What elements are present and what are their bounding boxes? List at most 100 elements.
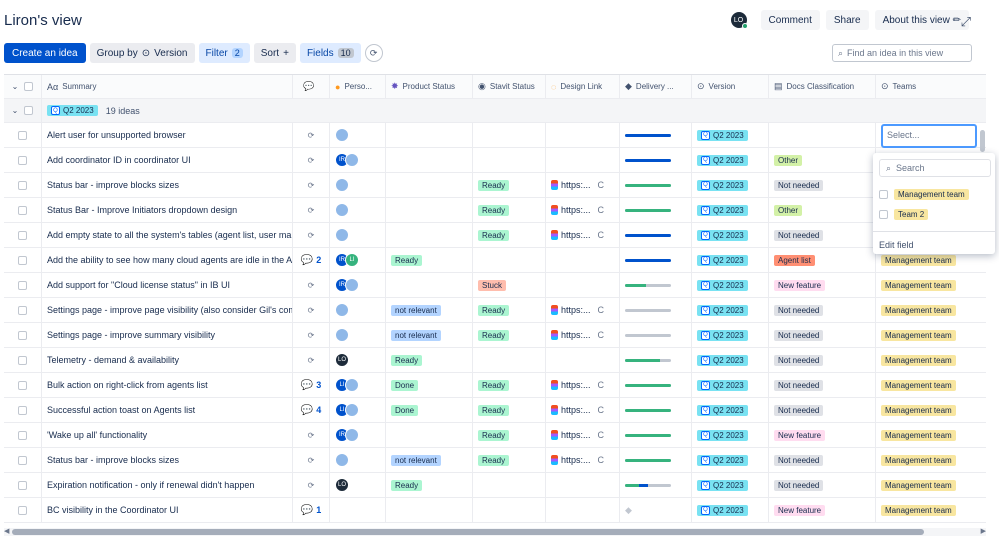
design-link-cell[interactable]: https:... C	[546, 448, 620, 472]
comments-cell[interactable]: ⟳	[293, 298, 330, 322]
comments-cell[interactable]: 💬 2	[293, 248, 330, 272]
add-comment-icon[interactable]: ⟳	[307, 480, 315, 490]
people-cell[interactable]: LO	[330, 348, 386, 372]
version-cell[interactable]: Q Q2 2023	[692, 223, 769, 247]
row-checkbox[interactable]	[18, 130, 27, 140]
product-status-cell[interactable]: not relevant	[386, 448, 473, 472]
docs-classification-cell[interactable]: Not needed	[769, 173, 876, 197]
stavit-status-cell[interactable]: Ready	[473, 223, 546, 247]
summary-cell[interactable]: Status bar - improve blocks sizes	[42, 448, 293, 472]
summary-cell[interactable]: Alert user for unsupported browser	[42, 123, 293, 147]
column-delivery[interactable]: ◆ Delivery ...	[620, 75, 692, 98]
delivery-cell[interactable]	[620, 473, 692, 497]
idea-summary[interactable]: Status bar - improve blocks sizes	[47, 180, 180, 190]
add-comment-icon[interactable]: ⟳	[307, 130, 315, 140]
share-button[interactable]: Share	[825, 10, 869, 30]
docs-classification-cell[interactable]: Not needed	[769, 473, 876, 497]
idea-summary[interactable]: Bulk action on right-click from agents l…	[47, 380, 208, 390]
teams-cell[interactable]: Management team	[876, 323, 986, 347]
stavit-status-cell[interactable]: Ready	[473, 173, 546, 197]
comment-count[interactable]: 💬 4	[301, 405, 321, 416]
design-link[interactable]: https:... C	[551, 380, 604, 390]
docs-classification-cell[interactable]: New feature	[769, 273, 876, 297]
idea-summary[interactable]: Add coordinator ID in coordinator UI	[47, 155, 191, 165]
scroll-left-icon[interactable]: ◀	[4, 528, 10, 535]
row-checkbox[interactable]	[18, 180, 27, 190]
delivery-cell[interactable]	[620, 123, 692, 147]
stavit-status-cell[interactable]: Ready	[473, 298, 546, 322]
stavit-status-cell[interactable]: Stuck	[473, 273, 546, 297]
add-comment-icon[interactable]: ⟳	[307, 155, 315, 165]
teams-cell[interactable]: Management team	[876, 398, 986, 422]
product-status-cell[interactable]	[386, 423, 473, 447]
table-row[interactable]: Expiration notification - only if renewa…	[4, 473, 986, 498]
dropdown-option[interactable]: Team 2	[879, 207, 989, 221]
docs-classification-cell[interactable]: Not needed	[769, 323, 876, 347]
user-avatar[interactable]: LO	[730, 12, 748, 29]
table-row[interactable]: Bulk action on right-click from agents l…	[4, 373, 986, 398]
dropdown-search-input[interactable]: ⌕ Search	[879, 159, 991, 177]
group-row[interactable]: ⌄ Q Q2 2023 19 ideas	[4, 99, 986, 123]
delivery-cell[interactable]	[620, 198, 692, 222]
people-cell[interactable]: LO	[330, 473, 386, 497]
column-stavit-status[interactable]: ◉ Stavit Status	[473, 75, 546, 98]
stavit-status-cell[interactable]	[473, 148, 546, 172]
teams-cell[interactable]: Management team	[876, 498, 986, 522]
design-link[interactable]: https:... C	[551, 305, 604, 315]
people-cell[interactable]: IR	[330, 273, 386, 297]
idea-summary[interactable]: BC visibility in the Coordinator UI	[47, 505, 179, 515]
add-comment-icon[interactable]: ⟳	[307, 355, 315, 365]
summary-cell[interactable]: Settings page - improve page visibility …	[42, 298, 293, 322]
product-status-cell[interactable]	[386, 148, 473, 172]
product-status-cell[interactable]	[386, 198, 473, 222]
find-idea-input[interactable]: ⌕ Find an idea in this view	[832, 44, 972, 62]
comment-count[interactable]: 💬 2	[301, 255, 321, 266]
column-version[interactable]: ⊙ Version	[692, 75, 769, 98]
summary-cell[interactable]: Add support for "Cloud license status" i…	[42, 273, 293, 297]
delivery-cell[interactable]	[620, 348, 692, 372]
people-cell[interactable]: IR LI	[330, 248, 386, 272]
version-cell[interactable]: Q Q2 2023	[692, 323, 769, 347]
people-cell[interactable]	[330, 198, 386, 222]
add-comment-icon[interactable]: ⟳	[307, 230, 315, 240]
row-checkbox[interactable]	[18, 280, 27, 290]
table-row[interactable]: Status bar - improve blocks sizes ⟳ not re…	[4, 448, 986, 473]
add-comment-icon[interactable]: ⟳	[307, 455, 315, 465]
version-cell[interactable]: Q Q2 2023	[692, 473, 769, 497]
idea-summary[interactable]: Add empty state to all the system's tabl…	[47, 230, 293, 240]
delivery-cell[interactable]	[620, 423, 692, 447]
design-link-cell[interactable]	[546, 273, 620, 297]
comments-cell[interactable]: ⟳	[293, 348, 330, 372]
row-checkbox[interactable]	[18, 355, 27, 365]
row-checkbox[interactable]	[18, 205, 27, 215]
stavit-status-cell[interactable]	[473, 498, 546, 522]
comments-cell[interactable]: 💬 4	[293, 398, 330, 422]
option-checkbox[interactable]	[879, 209, 888, 219]
version-cell[interactable]: Q Q2 2023	[692, 298, 769, 322]
comment-count[interactable]: 💬 3	[301, 380, 321, 391]
summary-cell[interactable]: BC visibility in the Coordinator UI	[42, 498, 293, 522]
row-checkbox[interactable]	[18, 505, 27, 515]
people-cell[interactable]	[330, 223, 386, 247]
design-link-cell[interactable]: https:... C	[546, 223, 620, 247]
delivery-cell[interactable]	[620, 448, 692, 472]
summary-cell[interactable]: Add the ability to see how many cloud ag…	[42, 248, 293, 272]
delivery-cell[interactable]	[620, 373, 692, 397]
version-cell[interactable]: Q Q2 2023	[692, 123, 769, 147]
sync-icon[interactable]: ⟳	[364, 44, 383, 62]
comment-button[interactable]: Comment	[760, 10, 820, 30]
idea-summary[interactable]: Successful action toast on Agents list	[47, 405, 196, 415]
docs-classification-cell[interactable]	[769, 123, 876, 147]
dropdown-option[interactable]: Management team	[879, 187, 989, 201]
design-link[interactable]: https:... C	[551, 330, 604, 340]
docs-classification-cell[interactable]: Not needed	[769, 398, 876, 422]
teams-cell[interactable]: Management team	[876, 473, 986, 497]
product-status-cell[interactable]: not relevant	[386, 298, 473, 322]
delivery-cell[interactable]	[620, 298, 692, 322]
add-comment-icon[interactable]: ⟳	[307, 305, 315, 315]
add-comment-icon[interactable]: ⟳	[307, 430, 315, 440]
column-teams[interactable]: ⊙ Teams	[881, 81, 917, 91]
comments-cell[interactable]: ⟳	[293, 323, 330, 347]
add-comment-icon[interactable]: ⟳	[307, 180, 315, 190]
design-link-cell[interactable]: https:... C	[546, 198, 620, 222]
